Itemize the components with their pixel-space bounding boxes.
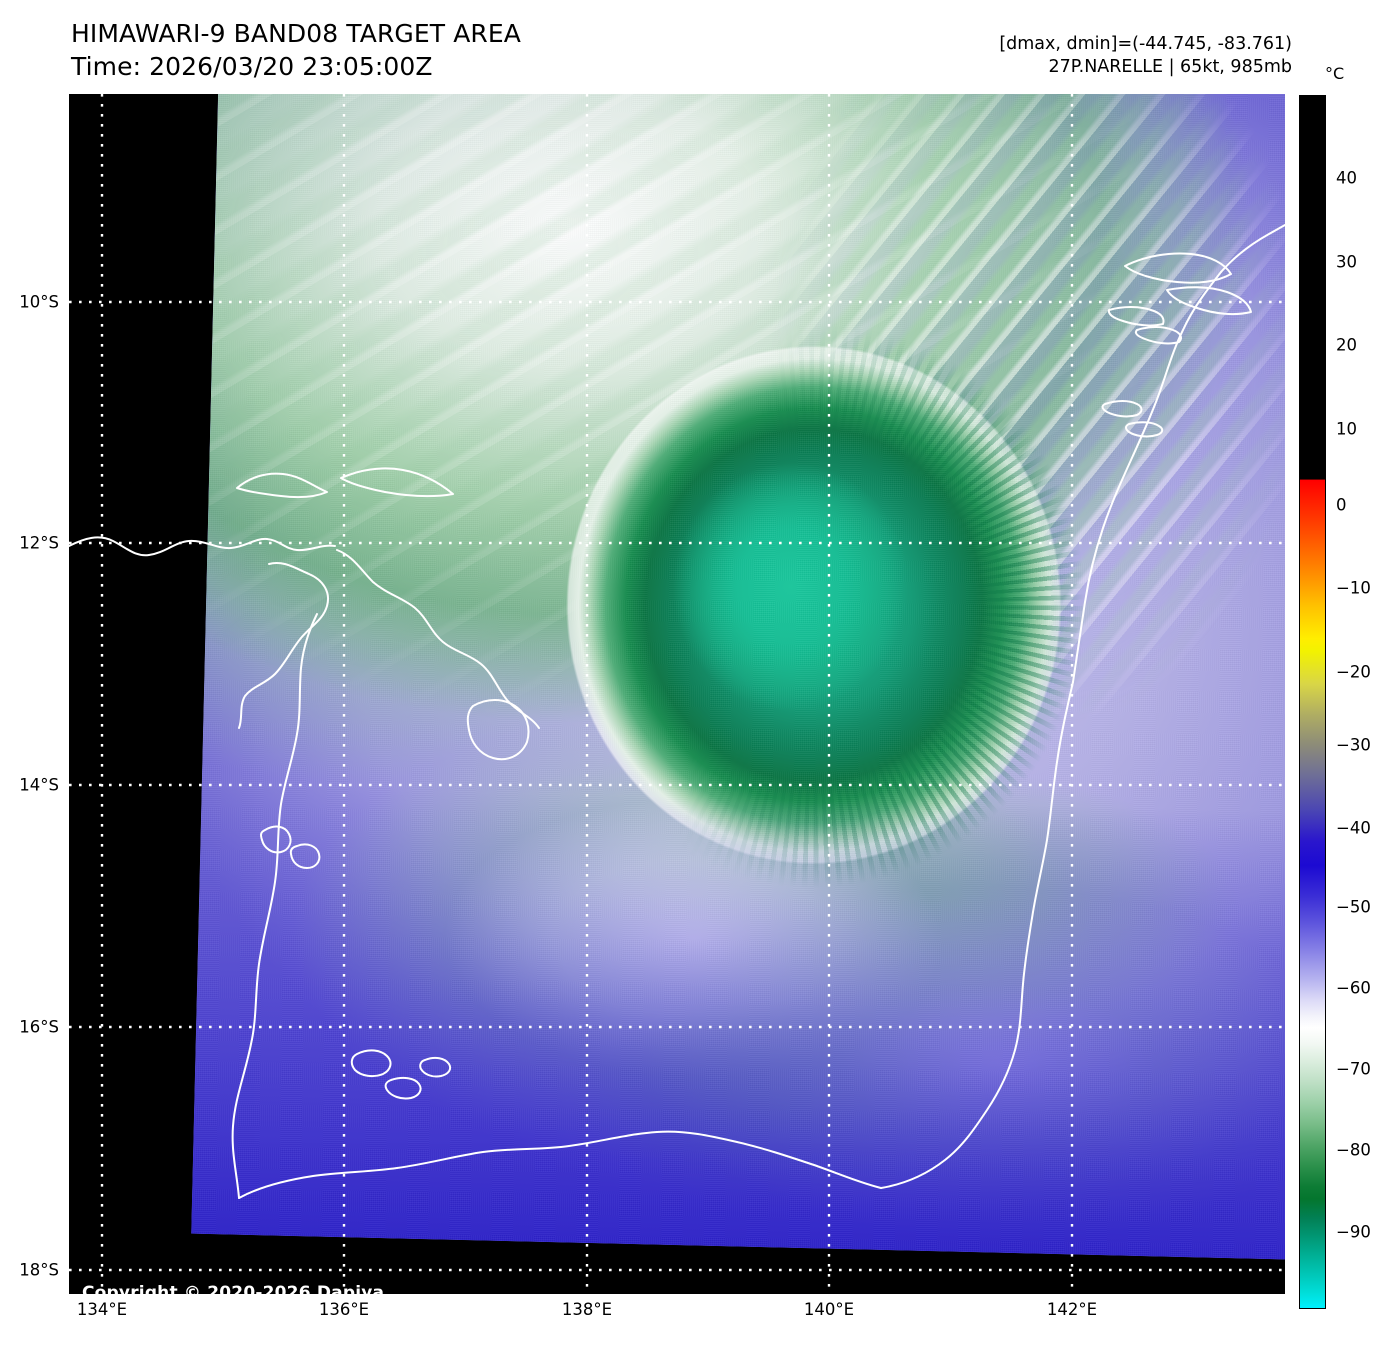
storm-info-label: 27P.NARELLE | 65kt, 985mb (1048, 57, 1292, 78)
ytick-10S: 10°S (19, 292, 59, 312)
cbtick-m80: −80 (1336, 1140, 1371, 1160)
cbtick-0: 0 (1336, 495, 1347, 515)
xtick-134E: 134°E (76, 1300, 128, 1319)
xtick-138E: 138°E (561, 1300, 613, 1319)
cbtick-m40: −40 (1336, 818, 1371, 838)
colorbar-unit-label: °C (1325, 64, 1345, 83)
ytick-14S: 14°S (19, 775, 59, 795)
ytick-12S: 12°S (19, 533, 59, 553)
xtick-142E: 142°E (1046, 1300, 1098, 1319)
timestamp-label: Time: 2026/03/20 23:05:00Z (71, 51, 433, 81)
cbtick-m60: −60 (1336, 978, 1371, 998)
cbtick-20: 20 (1336, 335, 1357, 355)
page-title: HIMAWARI-9 BAND08 TARGET AREA (71, 19, 521, 48)
cbtick-m30: −30 (1336, 735, 1371, 755)
cbtick-m50: −50 (1336, 897, 1371, 917)
metadata-block: [dmax, dmin]=(-44.745, -83.761) 27P.NARE… (999, 33, 1292, 79)
cbtick-30: 30 (1336, 252, 1357, 272)
cbtick-m70: −70 (1336, 1059, 1371, 1079)
ytick-16S: 16°S (19, 1017, 59, 1037)
xtick-136E: 136°E (318, 1300, 370, 1319)
cbtick-m90: −90 (1336, 1222, 1371, 1242)
temperature-colorbar (1299, 95, 1326, 1309)
cbtick-40: 40 (1336, 168, 1357, 188)
ytick-18S: 18°S (19, 1260, 59, 1280)
xtick-140E: 140°E (803, 1300, 855, 1319)
cbtick-m10: −10 (1336, 578, 1371, 598)
dminmax-label: [dmax, dmin]=(-44.745, -83.761) (999, 34, 1292, 54)
cbtick-m20: −20 (1336, 662, 1371, 682)
cbtick-10: 10 (1336, 419, 1357, 439)
satellite-image-plot: Copyright © 2020-2026 Dapiya (69, 94, 1285, 1294)
copyright-label: Copyright © 2020-2026 Dapiya (82, 1283, 385, 1294)
title-block: HIMAWARI-9 BAND08 TARGET AREA Time: 2026… (71, 18, 521, 83)
pixel-noise-texture (191, 94, 1285, 1262)
satellite-swath (191, 94, 1285, 1262)
